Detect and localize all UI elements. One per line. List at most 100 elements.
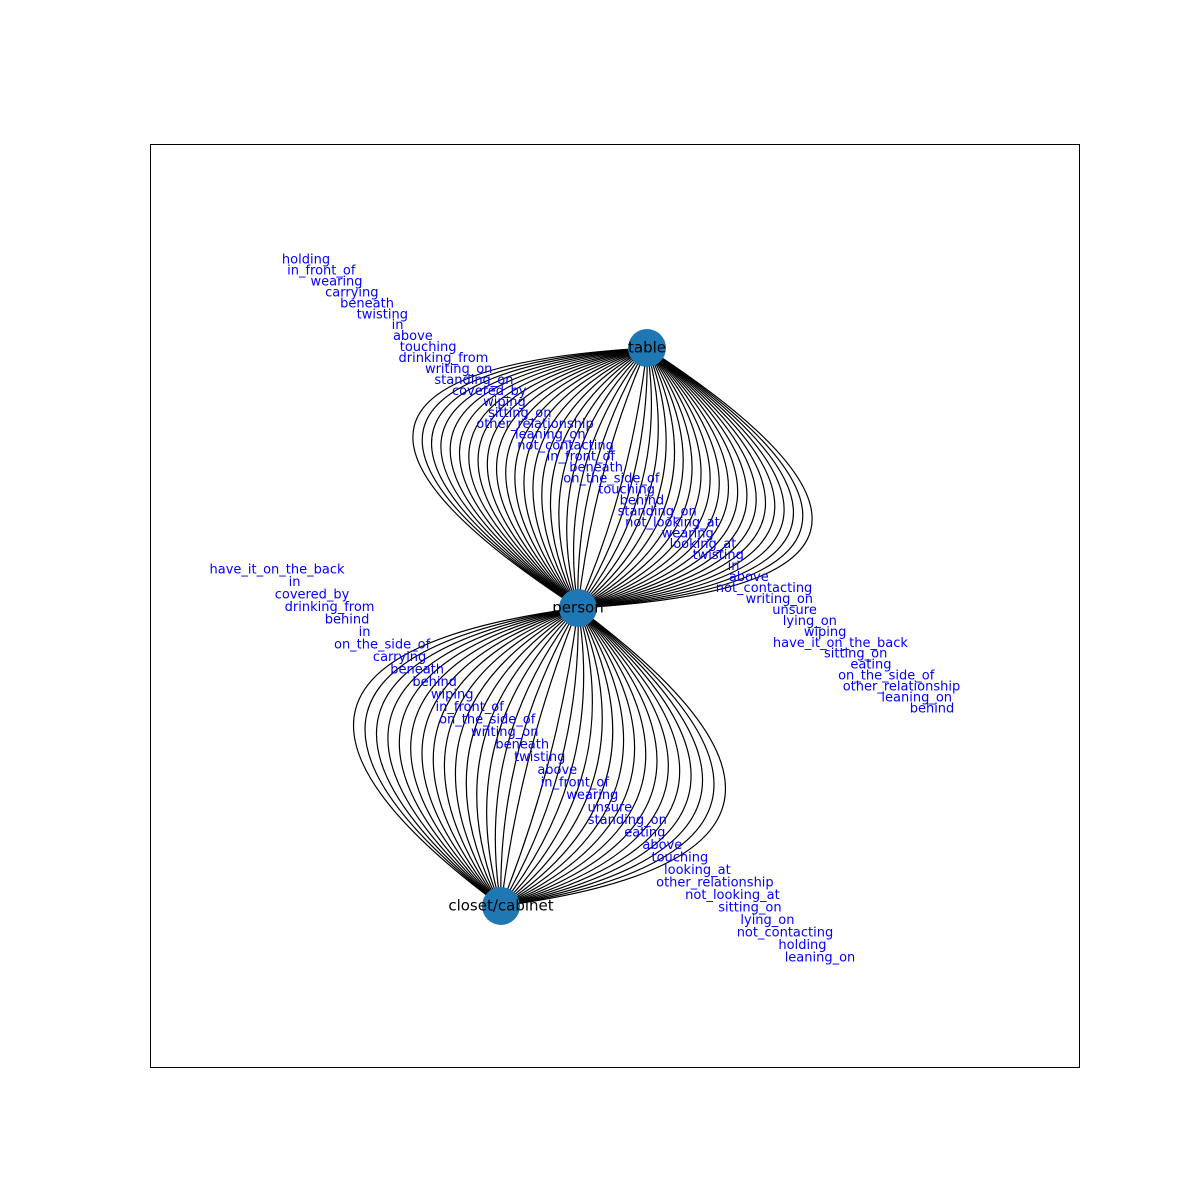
edge-label: sitting_on — [488, 406, 551, 421]
edge-person-closet — [500, 607, 579, 907]
edge-person-closet — [494, 607, 579, 907]
edge-label: twisting — [514, 750, 565, 765]
edge-label: in — [728, 559, 740, 574]
edge-person-table — [577, 347, 659, 609]
edge-person-table — [577, 347, 739, 609]
edge-label: covered_by — [275, 588, 350, 603]
edge-label: sitting_on — [824, 647, 887, 662]
edge-person-closet — [387, 607, 579, 907]
edge-person-table — [577, 347, 804, 609]
edge-label: sitting_on — [718, 900, 781, 915]
edge-label: wearing — [311, 274, 363, 289]
edge-person-table — [577, 347, 794, 609]
edge-label: beneath — [340, 296, 394, 311]
edge-label: carrying — [325, 285, 378, 300]
edge-person-table — [577, 347, 720, 609]
edge-person-table — [505, 347, 648, 609]
edge-label: touching — [598, 482, 655, 497]
edge-label: standing_on — [434, 373, 513, 388]
edge-label: beneath — [390, 663, 444, 678]
edge-label: beneath — [495, 738, 549, 753]
node-label-person: person — [552, 599, 603, 617]
edge-person-table — [577, 347, 648, 609]
edge-person-closet — [500, 607, 715, 907]
edge-person-closet — [500, 607, 585, 907]
edge-person-closet — [500, 607, 692, 907]
edge-person-table — [558, 347, 648, 609]
edge-person-closet — [486, 607, 579, 907]
edge-label: looking_at — [664, 863, 731, 878]
edge-label: unsure — [588, 800, 633, 815]
edge-label: on_the_side_of — [439, 713, 536, 728]
edge-person-table — [577, 347, 667, 609]
edge-person-closet — [353, 607, 579, 907]
edge-label: in_front_of — [541, 775, 610, 790]
edge-label: other_relationship — [476, 417, 594, 432]
edge-person-closet — [500, 607, 726, 907]
edge-label: wiping — [483, 395, 526, 410]
edge-person-closet — [398, 607, 579, 907]
edge-person-closet — [500, 607, 579, 907]
edge-label: eating — [624, 825, 665, 840]
edge-person-table — [449, 347, 648, 609]
nodes: table person closet/cabinet — [448, 329, 666, 925]
edge-person-table — [577, 347, 652, 609]
edge-person-closet — [500, 607, 625, 907]
edge-label: holding — [282, 253, 330, 268]
edge-label: behind — [325, 613, 370, 628]
edge-label: lying_on — [740, 913, 794, 928]
edge-label: leaning_on — [785, 951, 856, 966]
edge-label: carrying — [373, 650, 426, 665]
edge-label: eating — [850, 658, 891, 673]
edge-label: touching — [400, 340, 457, 355]
edge-person-table — [549, 347, 648, 609]
edge-label: in — [359, 625, 371, 640]
edge-label: wearing — [566, 788, 618, 803]
edge-person-table — [577, 347, 684, 609]
edge-person-table — [496, 347, 648, 609]
edge-person-closet — [500, 607, 636, 907]
edge-label: in_front_of — [436, 700, 505, 715]
edge-person-closet — [500, 607, 614, 907]
edge-label: lying_on — [783, 614, 837, 629]
edge-person-table — [412, 347, 648, 609]
edge-person-table — [431, 347, 648, 609]
edge-label: wearing — [662, 526, 714, 541]
edge-label: leaning_on — [515, 428, 586, 443]
edge-person-table — [577, 347, 766, 609]
edge-person-closet — [500, 607, 603, 907]
edge-label: wiping — [804, 625, 847, 640]
edge-person-table — [468, 347, 648, 609]
edge-person-table — [541, 347, 648, 609]
edge-label: other_relationship — [656, 875, 774, 890]
node-label-table: table — [628, 339, 666, 357]
edge-label: above — [537, 763, 577, 778]
edge-label: above — [729, 570, 769, 585]
edge-person-table — [577, 347, 748, 609]
edge-person-table — [577, 347, 648, 609]
edge-person-table — [514, 347, 648, 609]
edge-person-closet — [432, 607, 579, 907]
edge-label: not_looking_at — [685, 888, 780, 903]
edge-label: standing_on — [618, 504, 697, 519]
edge-person-table — [440, 347, 648, 609]
edge-person-closet — [500, 607, 704, 907]
edge-person-closet — [454, 607, 579, 907]
edge-person-table — [577, 347, 729, 609]
node-closet — [482, 887, 520, 925]
edge-label: not_contacting — [716, 581, 813, 596]
edge-person-table — [459, 347, 648, 609]
edge-label: on_the_side_of — [334, 638, 431, 653]
edge-person-closet — [375, 607, 579, 907]
edge-label: drinking_from — [398, 351, 488, 366]
edge-label: behind — [910, 702, 955, 717]
edge-label: beneath — [569, 461, 623, 476]
edge-label: drinking_from — [285, 600, 375, 615]
edge-label: writing_on — [471, 725, 538, 740]
edge-label: in — [289, 575, 301, 590]
edge-label: standing_on — [588, 813, 667, 828]
edge-person-closet — [421, 607, 579, 907]
edge-person-closet — [364, 607, 579, 907]
edge-label: other_relationship — [843, 680, 961, 695]
